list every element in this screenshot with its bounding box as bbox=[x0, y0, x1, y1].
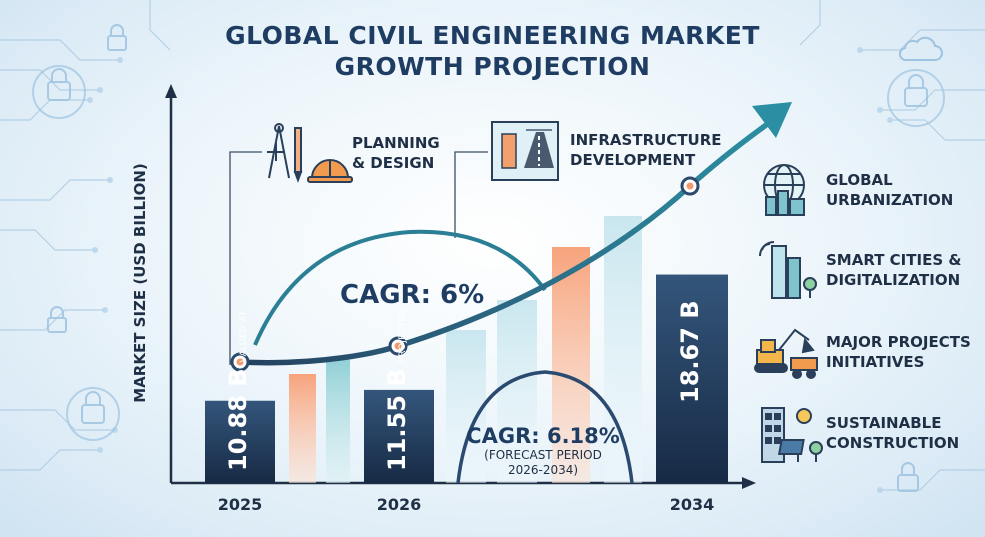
title-line-2: GROWTH PROJECTION bbox=[334, 52, 651, 81]
bar-2025 bbox=[205, 400, 275, 483]
decorative-bars bbox=[289, 216, 642, 483]
bar-2026 bbox=[364, 389, 434, 483]
bar-value-label-2025: 10.88 B VALUED AT bbox=[224, 310, 252, 471]
green-building-icon bbox=[761, 407, 823, 463]
stage-planning-line-1: PLANNING bbox=[352, 134, 440, 152]
decor-bar-orange-2 bbox=[552, 247, 590, 483]
curve-markers bbox=[230, 176, 700, 372]
y-axis-label: MARKET SIZE (USD BILLION) bbox=[131, 163, 149, 403]
stage-infrastructure-line-1: INFRASTRUCTURE bbox=[570, 131, 722, 149]
globe-city-icon bbox=[763, 164, 805, 216]
x-tick-2034: 2034 bbox=[670, 495, 715, 514]
bar-value-label-2026: 11.55 B PROJECTED bbox=[383, 308, 411, 471]
factor-urbanization: GLOBAL URBANIZATION bbox=[760, 160, 985, 220]
factor-label: SMART CITIES & DIGITALIZATION bbox=[826, 251, 962, 289]
bar-sublabel-text: PROJECTED bbox=[398, 308, 408, 363]
growth-arrowhead bbox=[752, 102, 792, 138]
stage-leaders bbox=[229, 151, 488, 365]
stage-infrastructure-line-2: DEVELOPMENT bbox=[570, 151, 696, 169]
x-tick-2026: 2026 bbox=[377, 495, 422, 514]
cloud-icon bbox=[898, 36, 943, 62]
cagr-main-label: CAGR: 6% bbox=[340, 280, 485, 310]
bar-value-label-2034: 18.67 B bbox=[676, 300, 704, 403]
chart-title: GLOBAL CIVIL ENGINEERING MARKET GROWTH P… bbox=[0, 20, 985, 82]
factor-major-projects: MAJOR PROJECTS INITIATIVES bbox=[760, 322, 985, 382]
data-bars bbox=[205, 274, 728, 483]
hard-hat-icon bbox=[307, 159, 353, 183]
cagr-forecast-block: CAGR: 6.18% (FORECAST PERIOD 2026-2034) bbox=[456, 424, 630, 478]
factor-smart-cities: SMART CITIES & DIGITALIZATION bbox=[760, 240, 985, 300]
bar-sublabel-text: VALUED AT bbox=[239, 310, 249, 363]
decor-bar-pale-1 bbox=[446, 330, 486, 483]
stage-planning-design: PLANNING & DESIGN bbox=[352, 133, 440, 173]
decor-bar-pale-2 bbox=[497, 300, 537, 483]
stage-planning-line-2: & DESIGN bbox=[352, 154, 435, 172]
bar-value-text: 18.67 B bbox=[676, 300, 704, 403]
x-axis-arrow bbox=[742, 477, 756, 489]
smart-city-icon bbox=[759, 241, 817, 299]
bar-2034 bbox=[656, 274, 728, 483]
stage-infrastructure-development: INFRASTRUCTURE DEVELOPMENT bbox=[570, 130, 722, 170]
x-tick-labels: 2025 2026 2034 bbox=[218, 495, 715, 514]
planning-leader bbox=[229, 151, 262, 365]
cagr-arc-forecast bbox=[456, 370, 634, 484]
factor-sustainable-construction: SUSTAINABLE CONSTRUCTION bbox=[760, 403, 985, 463]
cagr-forecast-note-2: 2026-2034) bbox=[507, 463, 579, 477]
cagr-forecast-value: CAGR: 6.18% bbox=[466, 424, 620, 448]
cagr-forecast-note-1: (FORECAST PERIOD bbox=[484, 448, 602, 462]
cagr-arc-main bbox=[253, 229, 547, 346]
city-blueprint-icon bbox=[491, 121, 559, 181]
factor-label: SUSTAINABLE CONSTRUCTION bbox=[826, 414, 960, 452]
decor-bar-orange-1 bbox=[289, 374, 316, 483]
factor-label: MAJOR PROJECTS INITIATIVES bbox=[826, 333, 971, 371]
growth-curve bbox=[237, 119, 773, 366]
lock-icon bbox=[47, 24, 928, 492]
y-axis-arrow bbox=[165, 84, 177, 98]
factor-label: GLOBAL URBANIZATION bbox=[826, 171, 954, 209]
bar-value-text: 10.88 B bbox=[224, 368, 252, 471]
bar-value-text: 11.55 B bbox=[383, 368, 411, 471]
decor-bar-teal-1 bbox=[326, 358, 350, 483]
title-line-1: GLOBAL CIVIL ENGINEERING MARKET bbox=[225, 21, 760, 50]
x-tick-2025: 2025 bbox=[218, 495, 263, 514]
drafting-tools-icon bbox=[267, 123, 303, 183]
excavator-icon bbox=[754, 328, 818, 379]
infrastructure-leader bbox=[454, 151, 488, 238]
